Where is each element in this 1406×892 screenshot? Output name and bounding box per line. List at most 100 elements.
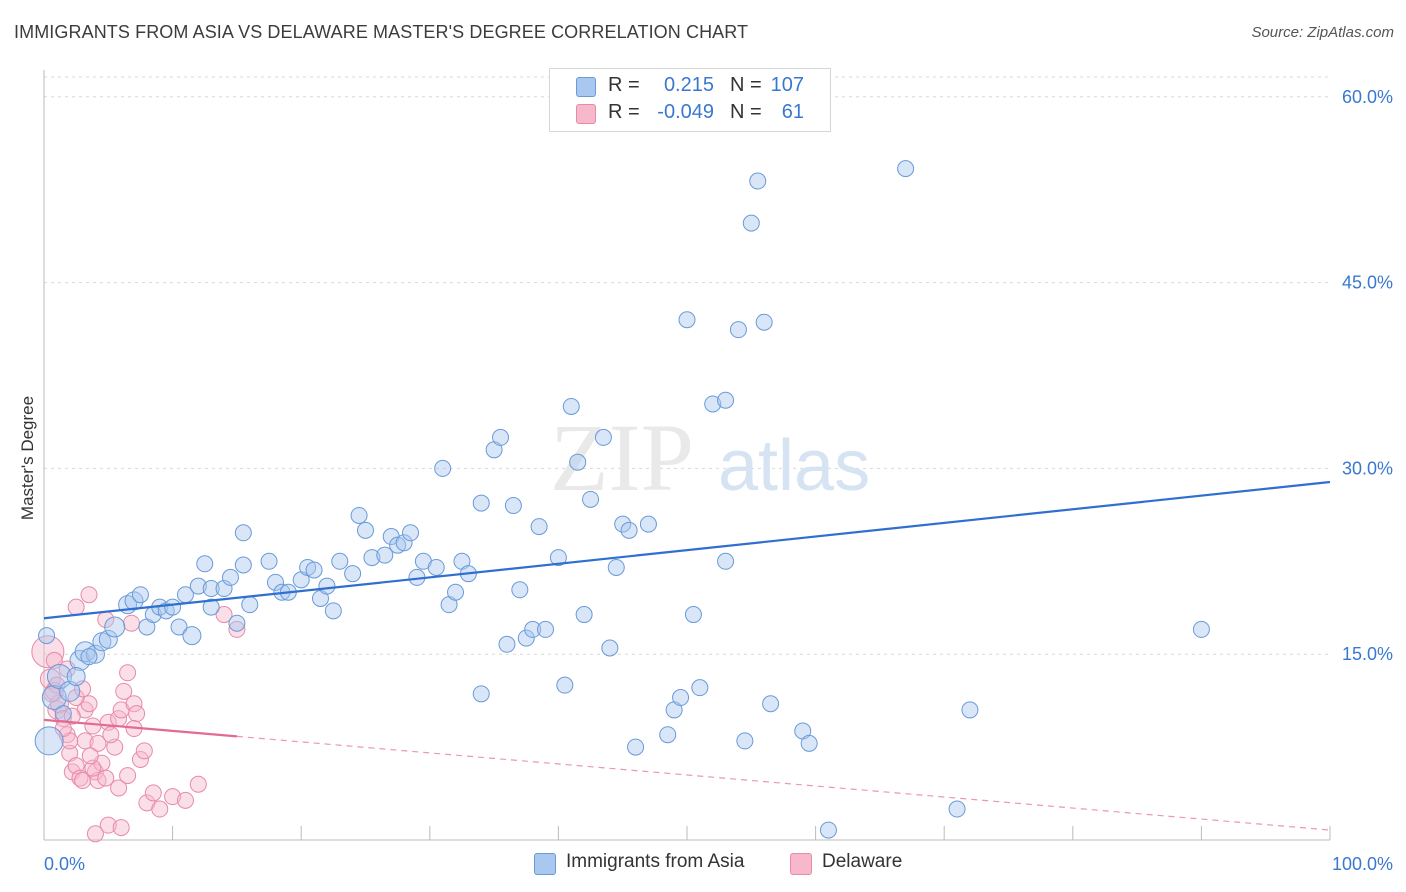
asia-point bbox=[717, 552, 735, 570]
asia-point bbox=[41, 685, 67, 711]
x-tick-label: 100.0% bbox=[1332, 854, 1393, 874]
asia-point bbox=[755, 313, 773, 331]
asia-point bbox=[659, 726, 677, 744]
delaware-trend-extension bbox=[236, 735, 1331, 831]
y-tick-label: 60.0% bbox=[1342, 87, 1393, 107]
asia-point bbox=[556, 676, 574, 694]
delaware-point bbox=[125, 695, 143, 713]
asia-point bbox=[472, 494, 490, 512]
asia-point bbox=[54, 705, 72, 723]
asia-point bbox=[575, 606, 593, 624]
delaware-point bbox=[74, 772, 92, 790]
legend-row-asia: R = 0.215 N = 107 bbox=[550, 74, 830, 100]
legend-r-label: R = bbox=[608, 101, 640, 123]
x-tick-label: 0.0% bbox=[44, 854, 85, 874]
delaware-point bbox=[228, 620, 246, 638]
delaware-point bbox=[119, 767, 137, 785]
asia-point bbox=[961, 701, 979, 719]
watermark: ZIP atlas bbox=[550, 404, 870, 511]
asia-point bbox=[202, 598, 220, 616]
asia-point bbox=[614, 515, 632, 533]
asia-point bbox=[402, 524, 420, 542]
asia-point bbox=[717, 391, 735, 409]
asia-point bbox=[524, 620, 542, 638]
legend-n-value: 107 bbox=[770, 74, 804, 96]
asia-point bbox=[537, 620, 555, 638]
delaware-point bbox=[71, 769, 89, 787]
asia-point bbox=[582, 490, 600, 508]
asia-point bbox=[221, 568, 239, 586]
asia-point bbox=[59, 680, 81, 702]
asia-point bbox=[504, 497, 522, 515]
asia-point bbox=[678, 311, 696, 329]
asia-point bbox=[344, 565, 362, 583]
asia-point bbox=[66, 666, 86, 686]
asia-point bbox=[1192, 620, 1210, 638]
asia-point bbox=[897, 160, 915, 178]
asia-point bbox=[498, 635, 516, 653]
asia-point bbox=[124, 591, 144, 611]
y-tick-label: 15.0% bbox=[1342, 644, 1393, 664]
asia-point bbox=[517, 629, 535, 647]
asia-point bbox=[202, 580, 220, 598]
axes bbox=[43, 70, 1331, 841]
asia-point bbox=[376, 546, 394, 564]
delaware-point bbox=[189, 775, 207, 793]
asia-point bbox=[742, 214, 760, 232]
delaware-point bbox=[67, 598, 85, 616]
asia-point bbox=[627, 738, 645, 756]
asia-point bbox=[260, 552, 278, 570]
delaware-point bbox=[131, 750, 149, 768]
asia-point bbox=[511, 581, 529, 599]
asia-point bbox=[948, 800, 966, 818]
asia-point bbox=[324, 602, 342, 620]
asia-point bbox=[594, 428, 612, 446]
legend-row-delaware: R = -0.049 N = 61 bbox=[550, 101, 830, 127]
delaware-point bbox=[80, 586, 98, 604]
delaware-trend-line bbox=[43, 718, 237, 738]
bottom-legend-label: Immigrants from Asia bbox=[566, 851, 745, 872]
source-credit: Source: ZipAtlas.com bbox=[1251, 24, 1394, 41]
asia-point bbox=[549, 549, 567, 567]
asia-points bbox=[34, 160, 1210, 839]
legend-swatch-blue bbox=[576, 77, 596, 97]
asia-point bbox=[350, 506, 368, 524]
asia-point bbox=[305, 561, 323, 579]
bottom-legend-swatch-blue bbox=[534, 853, 556, 875]
asia-point bbox=[569, 453, 587, 471]
delaware-point bbox=[99, 816, 117, 834]
delaware-point bbox=[31, 635, 65, 669]
delaware-point bbox=[76, 732, 94, 750]
delaware-point bbox=[89, 734, 107, 752]
y-axis-label: Master's Degree bbox=[18, 396, 37, 520]
asia-point bbox=[601, 639, 619, 657]
delaware-point bbox=[97, 769, 115, 787]
asia-point bbox=[363, 549, 381, 567]
asia-point bbox=[80, 648, 98, 666]
delaware-point bbox=[112, 819, 130, 837]
delaware-point bbox=[84, 759, 102, 777]
asia-point bbox=[357, 521, 374, 539]
delaware-point bbox=[215, 606, 233, 624]
asia-point bbox=[164, 598, 182, 616]
y-tick-label: 45.0% bbox=[1342, 273, 1393, 293]
asia-point bbox=[704, 395, 722, 413]
legend-r-value: 0.215 bbox=[663, 74, 714, 96]
asia-point bbox=[607, 558, 625, 576]
delaware-point bbox=[110, 779, 128, 797]
asia-point bbox=[749, 172, 767, 190]
delaware-point bbox=[102, 726, 120, 744]
watermark-zip: ZIP bbox=[550, 404, 694, 511]
asia-point bbox=[800, 734, 818, 752]
legend-n-label: N = bbox=[730, 74, 762, 96]
delaware-point bbox=[119, 664, 137, 682]
delaware-point bbox=[144, 784, 162, 802]
tick-labels: 15.0% 30.0% 45.0% 60.0% 0.0% 100.0% bbox=[44, 87, 1393, 874]
asia-point bbox=[620, 521, 638, 539]
asia-point bbox=[819, 821, 837, 839]
asia-point bbox=[492, 428, 510, 446]
y-tick-label: 30.0% bbox=[1342, 458, 1393, 478]
asia-point bbox=[182, 626, 202, 646]
asia-point bbox=[228, 614, 246, 632]
